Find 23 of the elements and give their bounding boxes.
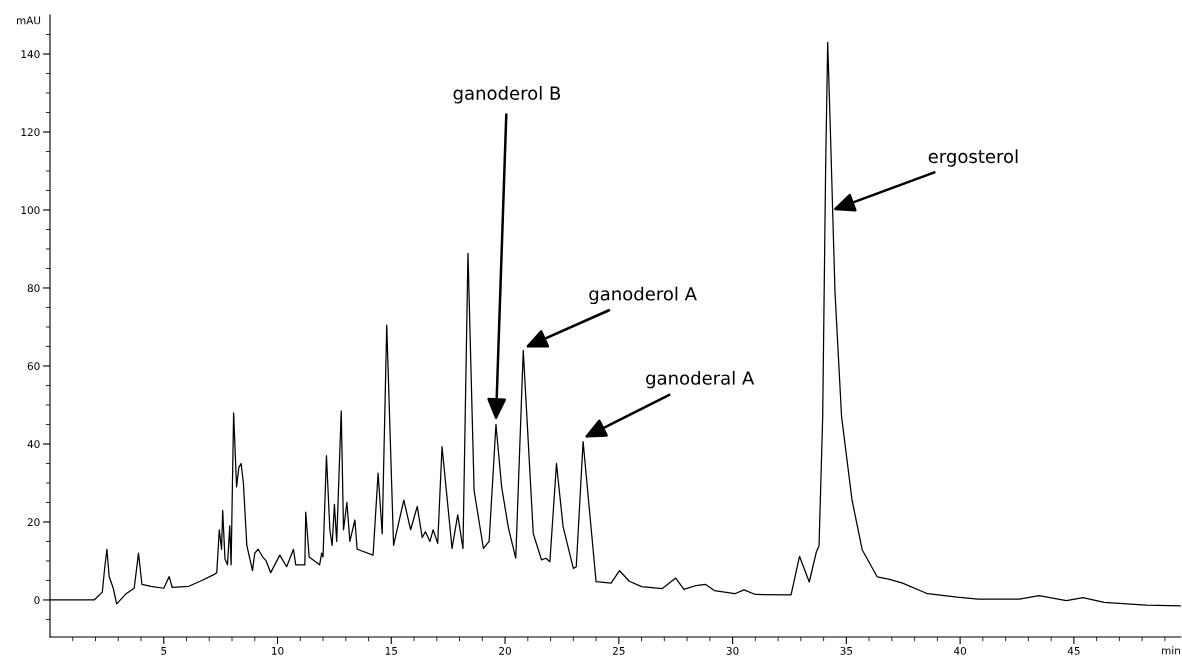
y-axis-title: mAU [17,16,41,25]
x-tick-label: 5 [161,647,167,655]
annotation: ganoderal A [646,370,755,389]
x-tick-label: 40 [954,646,967,655]
annotation: ergosterol [928,149,1018,167]
annotation: ganoderol A [589,286,697,305]
x-tick-label: 15 [385,647,398,655]
x-tick-label: 20 [499,646,511,655]
x-axis-title: min [1162,646,1180,655]
y-tick-label: 40 [27,440,40,449]
y-tick-label: 140 [21,50,40,59]
y-tick-label: 80 [27,284,40,293]
y-tick-label: 60 [27,362,40,371]
annotation: ganoderol B [453,85,561,104]
y-tick-label: 0 [34,596,40,605]
x-tick-label: 35 [840,646,853,655]
y-tick-label: 20 [27,518,40,527]
y-tick-label: 100 [21,206,40,215]
x-tick-label: 10 [272,646,284,655]
x-tick-label: 25 [612,646,625,655]
y-tick-label: 120 [21,128,40,137]
x-tick-label: 30 [726,646,739,655]
x-tick-label: 45 [1067,647,1080,655]
